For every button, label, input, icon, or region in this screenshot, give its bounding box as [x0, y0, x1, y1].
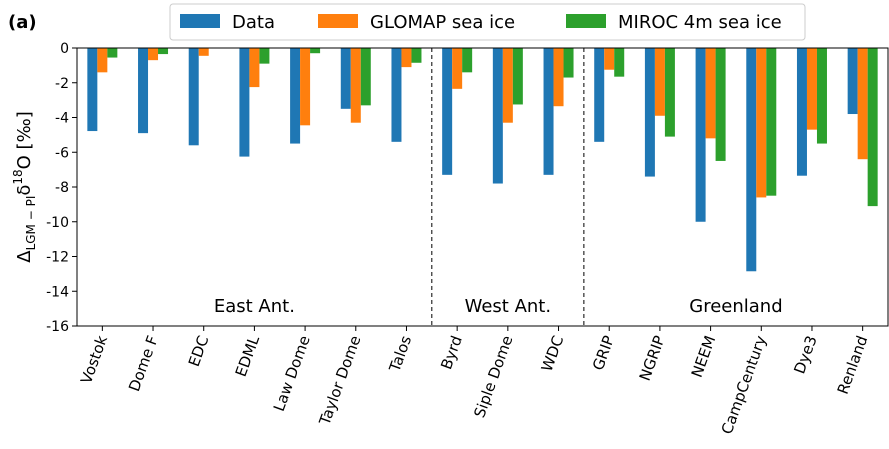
x-tick-label: NEEM — [688, 333, 720, 380]
panel-label: (a) — [8, 12, 37, 33]
bar — [502, 48, 513, 123]
y-tick-label: -4 — [55, 111, 69, 127]
bar — [158, 48, 169, 55]
bar — [350, 48, 361, 123]
x-tick-label: EDC — [185, 333, 213, 369]
bar — [401, 48, 412, 68]
x-tick-label: EDML — [232, 333, 264, 380]
bar — [290, 48, 301, 144]
y-tick-label: -12 — [46, 250, 69, 266]
plot-frame — [76, 47, 889, 327]
bar — [452, 48, 463, 89]
y-tick-label: -16 — [46, 319, 69, 335]
bar — [259, 48, 270, 64]
bar — [239, 48, 250, 157]
bar — [87, 48, 98, 132]
x-tick-label: Byrd — [437, 333, 466, 372]
bar — [442, 48, 453, 175]
bar — [847, 48, 858, 115]
x-tick-label: Dye3 — [790, 333, 820, 376]
x-tick-label: WDC — [538, 333, 568, 374]
x-tick-label: Renland — [834, 333, 872, 396]
region-label: Greenland — [689, 296, 782, 317]
bar — [614, 48, 625, 77]
bar — [310, 48, 321, 54]
x-tick-label: Siple Dome — [470, 333, 516, 420]
x-tick-label: NGRIP — [636, 333, 669, 383]
bar — [360, 48, 371, 106]
x-tick-label: Taylor Dome — [315, 333, 364, 428]
bar — [138, 48, 149, 134]
bar — [340, 48, 351, 109]
legend-label: GLOMAP sea ice — [370, 12, 515, 33]
bar — [756, 48, 767, 198]
x-tick-label: GRIP — [589, 333, 618, 373]
bar — [715, 48, 726, 161]
x-tick-label: CampCentury — [718, 333, 770, 436]
legend-swatch — [566, 14, 606, 28]
bar — [97, 48, 108, 73]
y-axis-label-part: LGM − PI — [24, 196, 38, 251]
legend-label: Data — [232, 12, 275, 33]
bar — [664, 48, 675, 137]
region-label: East Ant. — [214, 296, 295, 317]
x-tick-label: Vostok — [77, 333, 111, 386]
bar — [644, 48, 655, 177]
legend-swatch — [180, 14, 220, 28]
bar — [553, 48, 564, 107]
y-tick-label: -10 — [46, 215, 69, 231]
bar — [411, 48, 422, 63]
bar — [766, 48, 777, 196]
y-axis-label-part: O [‰] — [14, 111, 35, 169]
bar — [806, 48, 817, 130]
bar — [198, 48, 209, 56]
bar — [300, 48, 311, 126]
y-axis-label: ΔLGM − PIδ18O [‰] — [11, 111, 38, 263]
y-axis-label-part: 18 — [11, 169, 25, 184]
bar — [746, 48, 757, 272]
y-tick-label: -8 — [55, 180, 69, 196]
bar — [249, 48, 260, 88]
bar — [492, 48, 503, 184]
y-tick-label: -14 — [46, 284, 69, 300]
y-axis-label-part: δ — [14, 185, 35, 196]
legend-swatch — [318, 14, 358, 28]
bar — [604, 48, 615, 70]
region-label: West Ant. — [465, 296, 551, 317]
y-tick-label: 0 — [60, 41, 69, 57]
bar — [107, 48, 118, 58]
y-axis-label-part: Δ — [14, 250, 35, 263]
bar — [867, 48, 878, 207]
bar — [543, 48, 554, 175]
bar — [594, 48, 605, 142]
bar — [816, 48, 827, 144]
bar — [391, 48, 402, 142]
bar — [695, 48, 706, 222]
bar — [462, 48, 473, 73]
bar — [796, 48, 807, 176]
bar — [563, 48, 574, 78]
y-tick-label: -6 — [55, 145, 69, 161]
bar — [148, 48, 159, 61]
y-tick-label: -2 — [55, 76, 69, 92]
legend-label: MIROC 4m sea ice — [618, 12, 782, 33]
x-tick-label: Talos — [385, 333, 415, 375]
bar — [188, 48, 199, 146]
legend-box — [169, 3, 806, 41]
bar — [654, 48, 665, 116]
bar — [857, 48, 868, 160]
x-tick-label: Law Dome — [270, 333, 314, 414]
x-tick-label: Dome F — [125, 333, 162, 394]
bar — [705, 48, 716, 139]
bar — [512, 48, 523, 105]
